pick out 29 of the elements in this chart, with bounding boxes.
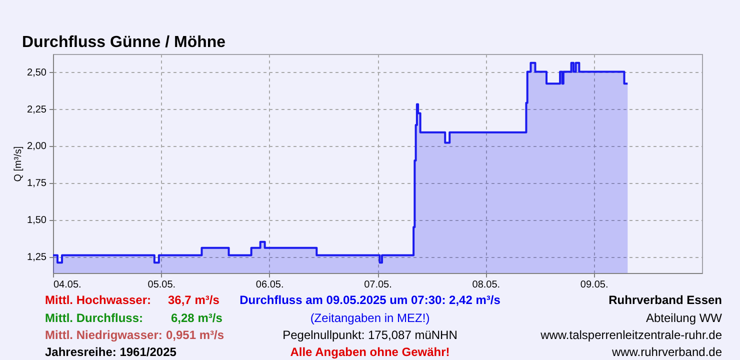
text: Mittl. Durchfluss: — [45, 311, 143, 325]
text: Abteilung WW — [646, 311, 723, 325]
y-tick-label: 1,50 — [27, 215, 47, 226]
y-tick-label: 1,75 — [27, 178, 47, 190]
chart-title: Durchfluss Günne / Möhne — [22, 34, 226, 51]
text: www.ruhrverband.de — [610, 345, 722, 359]
text: Durchfluss am 09.05.2025 um 07:30: 2,42 m³/s — [240, 293, 501, 307]
text: Alle Angaben ohne Gewähr! — [290, 345, 450, 359]
text: Ruhrverband Essen — [608, 293, 722, 307]
x-tick-label: 08.05. — [472, 280, 500, 290]
y-tick-label: 2,00 — [27, 141, 47, 152]
x-tick-label: 05.05. — [148, 280, 176, 290]
x-tick-label: 04.05. — [54, 280, 82, 290]
x-tick-label: 06.05. — [256, 280, 284, 290]
text: 6,28 m³/s — [171, 311, 223, 325]
x-tick-label: 07.05. — [364, 280, 392, 290]
text: Jahresreihe: 1961/2025 — [45, 345, 177, 359]
text: 36,7 m³/s — [168, 293, 220, 307]
text: 0,951 m³/s — [166, 328, 224, 342]
x-tick-label: 09.05. — [580, 280, 608, 290]
text: Mittl. Niedrigwasser: — [45, 328, 162, 342]
text: www.talsperrenleitzentrale-ruhr.de — [540, 328, 722, 342]
text: Pegelnullpunkt: 175,087 müNHN — [282, 328, 458, 342]
y-tick-label: 1,25 — [27, 252, 47, 264]
y-tick-label: 2,50 — [27, 67, 47, 78]
y-tick-label: 2,25 — [27, 104, 47, 116]
y-axis-title: Q [m³/s] — [13, 146, 24, 182]
text: (Zeitangaben in MEZ!) — [310, 311, 430, 325]
text: Mittl. Hochwasser: — [45, 293, 152, 307]
